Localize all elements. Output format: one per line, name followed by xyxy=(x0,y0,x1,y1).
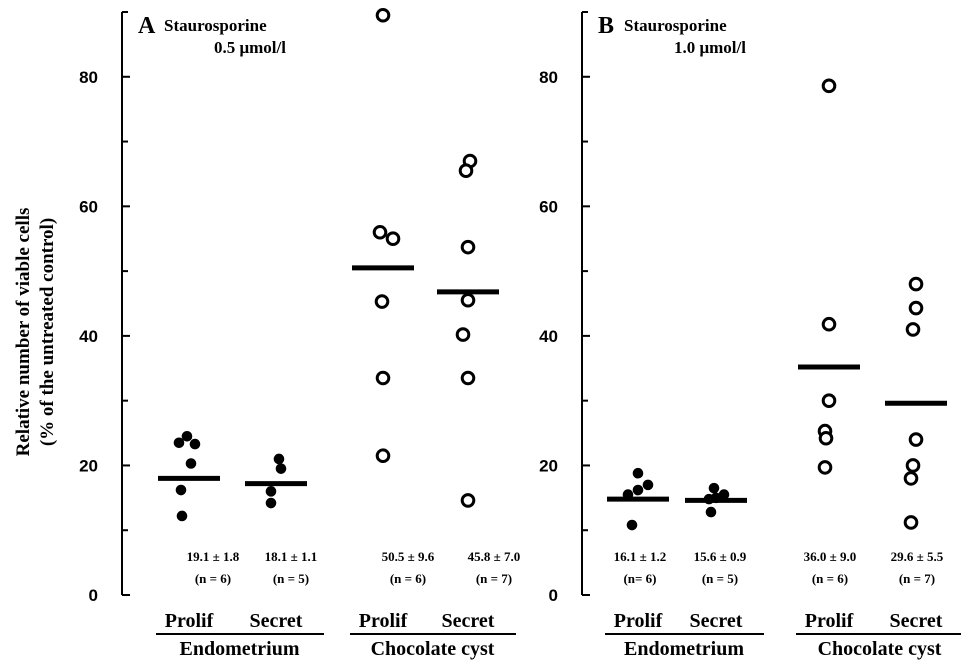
y-tick-label: 0 xyxy=(549,586,558,605)
data-point-open xyxy=(374,294,390,309)
n-label: (n= 6) xyxy=(623,571,656,586)
data-point-filled xyxy=(175,484,187,496)
data-point-open xyxy=(903,471,919,486)
y-tick-label: 80 xyxy=(539,68,558,87)
n-label: (n = 7) xyxy=(899,571,935,586)
y-tick-label: 20 xyxy=(79,456,98,475)
data-point-open xyxy=(460,493,476,508)
stat-label: 15.6 ± 0.9 xyxy=(694,549,747,564)
data-point-filled xyxy=(265,486,277,497)
panel-title-line1: Staurosporine xyxy=(624,16,727,35)
n-label: (n = 5) xyxy=(702,571,738,586)
stat-label: 19.1 ± 1.8 xyxy=(187,549,240,564)
panel-title-line2: 1.0 μmol/l xyxy=(674,38,746,57)
panel-title-line2: 0.5 μmol/l xyxy=(214,38,286,57)
panel-letter: B xyxy=(598,13,614,39)
data-point-open xyxy=(458,163,474,179)
data-point-open xyxy=(908,300,924,316)
stat-label: 18.1 ± 1.1 xyxy=(265,549,318,564)
data-point-open xyxy=(821,78,837,94)
category-label: Secret xyxy=(890,610,943,632)
data-point-filled xyxy=(275,463,287,474)
data-point-open xyxy=(903,515,919,530)
category-label: Prolif xyxy=(165,610,214,632)
panel-title-line1: Staurosporine xyxy=(164,16,267,35)
data-point-open xyxy=(908,432,924,447)
stat-label: 29.6 ± 5.5 xyxy=(891,549,944,564)
y-tick-label: 0 xyxy=(89,586,98,605)
data-point-open xyxy=(372,224,388,240)
data-point-open xyxy=(821,316,837,332)
data-point-open xyxy=(375,448,391,464)
n-label: (n = 6) xyxy=(195,571,231,586)
data-point-filled xyxy=(642,479,654,491)
category-label: Prolif xyxy=(805,610,854,632)
data-point-open xyxy=(460,239,476,255)
n-label: (n = 5) xyxy=(273,571,309,586)
data-point-filled xyxy=(708,482,720,494)
y-tick-label: 40 xyxy=(539,327,558,346)
data-point-filled xyxy=(265,497,277,509)
data-point-open xyxy=(385,231,401,247)
data-point-filled xyxy=(626,519,638,531)
data-point-filled xyxy=(273,453,285,465)
y-axis-label-line1: Relative number of viable cells xyxy=(13,208,34,457)
category-label: Prolif xyxy=(614,610,663,632)
data-point-filled xyxy=(705,506,717,518)
group-label: Chocolate cyst xyxy=(371,638,495,660)
stat-label: 45.8 ± 7.0 xyxy=(468,549,521,564)
y-tick-label: 60 xyxy=(79,197,98,216)
data-point-filled xyxy=(189,438,201,450)
data-point-open xyxy=(908,276,924,292)
data-point-filled xyxy=(176,510,188,522)
data-point-open xyxy=(818,430,834,446)
panels: 0 20 40 60 80 A Staurosporine 0.5 μmol/l 19.1 ± … xyxy=(79,7,961,660)
group-label: Endometrium xyxy=(180,638,300,660)
data-point-open xyxy=(375,7,391,23)
category-label: Secret xyxy=(250,610,303,632)
stat-label: 16.1 ± 1.2 xyxy=(614,549,667,564)
data-point-open xyxy=(905,458,921,473)
data-point-filled xyxy=(181,430,193,442)
n-label: (n = 7) xyxy=(476,571,512,586)
category-label: Secret xyxy=(690,610,743,632)
group-label: Chocolate cyst xyxy=(818,638,942,660)
stat-label: 50.5 ± 9.6 xyxy=(382,549,435,564)
panel-a: 0 20 40 60 80 A Staurosporine 0.5 μmol/l 19.1 ± … xyxy=(79,7,521,660)
data-point-open xyxy=(460,370,476,386)
category-label: Prolif xyxy=(359,610,408,632)
category-label: Secret xyxy=(442,610,495,632)
y-tick-label: 60 xyxy=(539,197,558,216)
data-point-filled xyxy=(632,467,644,479)
group-label: Endometrium xyxy=(624,638,744,660)
data-point-filled xyxy=(632,484,644,496)
data-point-open xyxy=(905,322,921,337)
y-tick-label: 40 xyxy=(79,327,98,346)
data-point-open xyxy=(460,292,476,308)
data-point-filled xyxy=(173,437,185,449)
n-label: (n = 6) xyxy=(390,571,426,586)
data-point-open xyxy=(375,370,391,386)
panel-letter: A xyxy=(138,13,156,39)
n-label: (n = 6) xyxy=(812,571,848,586)
y-tick-label: 80 xyxy=(79,68,98,87)
data-point-open xyxy=(455,327,471,342)
data-point-open xyxy=(817,460,833,475)
stat-label: 36.0 ± 9.0 xyxy=(804,549,857,564)
data-point-open xyxy=(821,393,837,408)
y-axis-label-line2: (% of the untreated control) xyxy=(37,218,58,446)
panel-b: 0 20 40 60 80 B Staurosporine 1.0 μmol/l 16.1 ± … xyxy=(539,11,961,660)
y-tick-label: 20 xyxy=(539,456,558,475)
data-point-filled xyxy=(185,458,197,469)
